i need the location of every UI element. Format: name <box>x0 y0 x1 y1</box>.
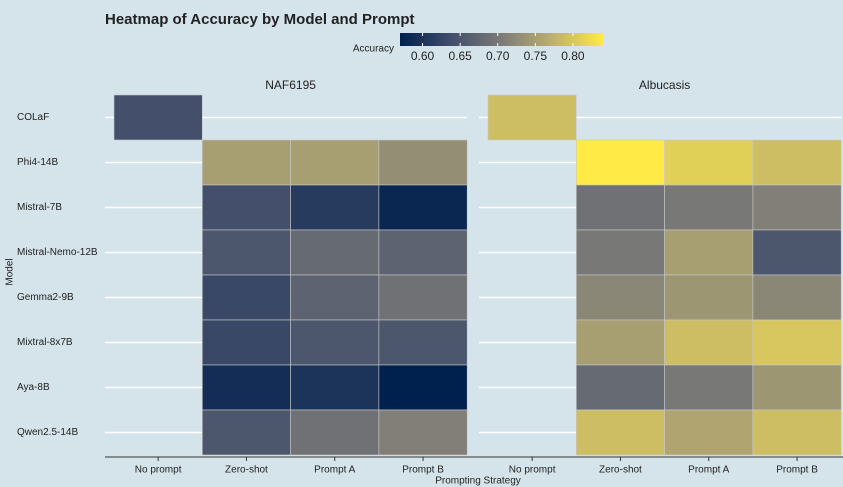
heat-cell <box>752 274 842 321</box>
heat-cell <box>752 319 842 366</box>
heat-cell <box>752 139 842 186</box>
y-tick-label: Phi4-14B <box>17 157 58 168</box>
heat-cell <box>752 229 842 276</box>
y-tick-label: Qwen2.5-14B <box>17 427 78 438</box>
heat-cell <box>113 94 203 141</box>
colorbar <box>400 33 603 46</box>
heat-cell <box>378 139 468 186</box>
x-tick-label: Zero-shot <box>599 465 642 476</box>
y-tick-label: Mixtral-8x7B <box>17 337 73 348</box>
heat-cell <box>664 229 754 276</box>
colorbar-tick-label: 0.75 <box>524 49 548 63</box>
heat-cell <box>575 139 665 186</box>
facet-label: NAF6195 <box>265 78 316 92</box>
heat-cell <box>290 319 380 366</box>
y-tick-label: Gemma2-9B <box>17 292 74 303</box>
heat-cell <box>575 274 665 321</box>
heat-cell <box>752 184 842 231</box>
heat-cell <box>575 319 665 366</box>
legend-title: Accuracy <box>353 44 394 55</box>
heat-cell <box>575 229 665 276</box>
heat-cell <box>575 184 665 231</box>
x-axis-label: Prompting Strategy <box>435 476 521 487</box>
heat-cell <box>290 274 380 321</box>
x-tick-label: No prompt <box>135 465 182 476</box>
y-tick-label: Mistral-Nemo-12B <box>17 247 98 258</box>
heat-cell <box>202 364 291 411</box>
colorbar-tick-label: 0.65 <box>448 49 472 63</box>
y-tick-label: Aya-8B <box>17 382 50 393</box>
heat-cell <box>202 184 291 231</box>
x-tick-label: Prompt A <box>314 465 355 476</box>
heat-cell <box>378 409 468 456</box>
y-tick-label: Mistral-7B <box>17 202 62 213</box>
heat-cell <box>290 229 380 276</box>
heat-cell <box>202 229 291 276</box>
colorbar-tick-label: 0.70 <box>486 49 510 63</box>
heat-cell <box>202 274 291 321</box>
y-axis-label: Model <box>5 258 16 285</box>
x-tick-label: Prompt B <box>776 465 818 476</box>
heat-cell <box>575 409 665 456</box>
y-tick-label: COLaF <box>17 112 49 123</box>
heat-cell <box>290 184 380 231</box>
heat-cell <box>664 274 754 321</box>
heat-cell <box>290 139 380 186</box>
heat-cell <box>202 409 291 456</box>
heat-cell <box>378 184 468 231</box>
chart-title: Heatmap of Accuracy by Model and Prompt <box>105 11 415 28</box>
heat-cell <box>575 364 665 411</box>
heat-cell <box>290 364 380 411</box>
x-tick-label: Prompt B <box>402 465 444 476</box>
heat-cell <box>378 229 468 276</box>
heat-cell <box>752 409 842 456</box>
x-tick-label: No prompt <box>509 465 556 476</box>
heat-cell <box>378 319 468 366</box>
heat-cell <box>664 139 754 186</box>
colorbar-tick-label: 0.80 <box>561 49 585 63</box>
heat-cell <box>202 319 291 366</box>
heat-cell <box>487 94 577 141</box>
heat-cell <box>202 139 291 186</box>
x-tick-label: Zero-shot <box>225 465 268 476</box>
heat-cell <box>664 409 754 456</box>
heat-cell <box>378 274 468 321</box>
heat-cell <box>378 364 468 411</box>
heat-cell <box>290 409 380 456</box>
heat-cell <box>752 364 842 411</box>
x-tick-label: Prompt A <box>688 465 729 476</box>
heat-cell <box>664 184 754 231</box>
facet-label: Albucasis <box>639 78 690 92</box>
colorbar-tick-label: 0.60 <box>411 49 435 63</box>
heat-cell <box>664 319 754 366</box>
heat-cell <box>664 364 754 411</box>
